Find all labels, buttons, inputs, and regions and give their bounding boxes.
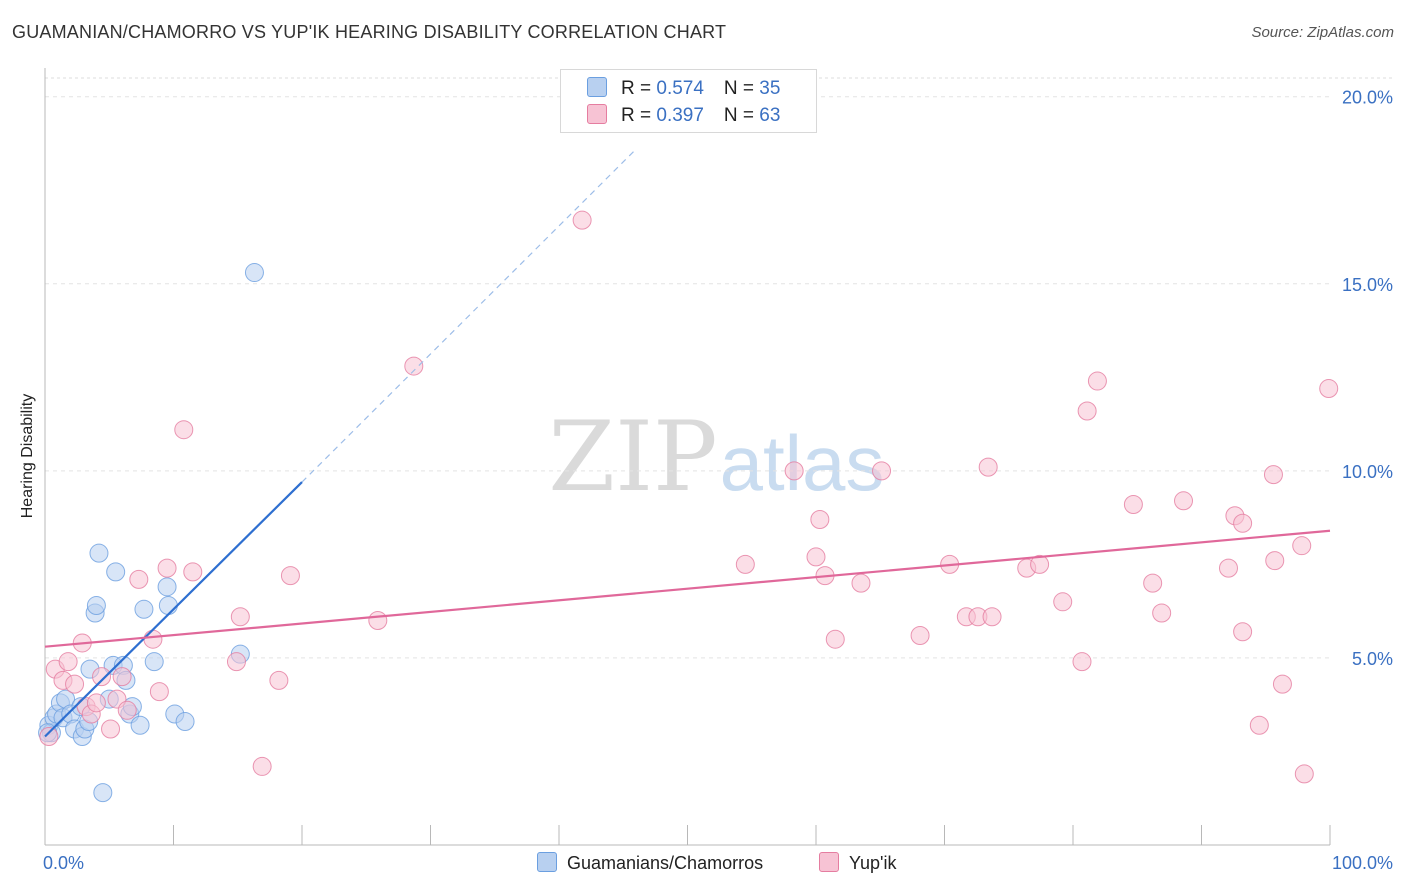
data-point [1294, 764, 1314, 784]
data-point [92, 667, 112, 687]
data-point [143, 629, 163, 649]
data-point [1174, 491, 1194, 511]
y-tick-label: 15.0% [1342, 275, 1393, 295]
legend-n-value: 63 [759, 105, 781, 126]
bottom-legend-yupik: Yup'ik [819, 852, 896, 874]
legend-swatch-blue [587, 77, 607, 97]
data-point [910, 625, 930, 645]
data-point [825, 629, 845, 649]
data-point [226, 652, 246, 672]
data-point [174, 420, 194, 440]
source-label: Source: ZipAtlas.com [1251, 24, 1394, 41]
data-point [1233, 622, 1253, 642]
bottom-legend-label: Yup'ik [849, 853, 897, 873]
bottom-legend-guamanians: Guamanians/Chamorros [537, 852, 763, 874]
y-tick-label: 5.0% [1352, 649, 1393, 669]
data-point [1087, 371, 1107, 391]
data-point [1143, 573, 1163, 593]
data-point [978, 457, 998, 477]
data-point [252, 756, 272, 776]
data-point [112, 667, 132, 687]
x-tick-label: 0.0% [43, 853, 84, 873]
data-point [368, 611, 388, 631]
data-point [806, 547, 826, 567]
data-point [244, 263, 264, 283]
bottom-legend-swatch-pink [819, 852, 839, 872]
trendline-guamanians-extension [301, 148, 637, 483]
bottom-legend-swatch-blue [537, 852, 557, 872]
data-point [39, 726, 59, 746]
data-point [1152, 603, 1172, 623]
data-point [1319, 379, 1339, 399]
data-point [735, 554, 755, 574]
bottom-legend-label: Guamanians/Chamorros [567, 853, 764, 873]
data-point [183, 562, 203, 582]
legend-swatch-pink [587, 104, 607, 124]
data-point [157, 577, 177, 597]
legend: R = 0.574 N = 35 R = 0.397 N = 63 [560, 69, 817, 133]
data-point [1292, 536, 1312, 556]
data-point [175, 712, 195, 732]
y-tick-label: 20.0% [1342, 88, 1393, 108]
y-tick-label: 10.0% [1342, 462, 1393, 482]
data-point [101, 719, 121, 739]
data-point [157, 558, 177, 578]
data-point [1272, 674, 1292, 694]
data-point [1077, 401, 1097, 421]
data-point [1233, 513, 1253, 533]
data-point [117, 700, 137, 720]
data-point [158, 596, 178, 616]
data-point [810, 509, 830, 529]
trendline-yupik [44, 529, 1331, 648]
data-point [89, 543, 109, 563]
data-point [1265, 551, 1285, 571]
data-point [851, 573, 871, 593]
data-point [269, 670, 289, 690]
data-point [982, 607, 1002, 627]
data-point [86, 596, 106, 616]
data-point [58, 652, 78, 672]
legend-row-yupik: R = 0.397 N = 63 [587, 104, 780, 128]
legend-r-value: 0.574 [656, 78, 704, 99]
data-point [149, 682, 169, 702]
legend-n-label: N = [723, 78, 760, 99]
legend-r-label: R = [621, 105, 657, 126]
data-point [1249, 715, 1269, 735]
watermark-zip: ZIP [548, 401, 717, 513]
data-point [93, 783, 113, 803]
watermark-atlas: atlas [720, 419, 885, 507]
chart-title: GUAMANIAN/CHAMORRO VS YUP'IK HEARING DIS… [12, 22, 727, 42]
data-point [1072, 652, 1092, 672]
x-tick-label: 100.0% [1332, 853, 1393, 873]
data-point [404, 356, 424, 376]
data-point [1123, 495, 1143, 515]
data-point [784, 461, 804, 481]
data-point [1263, 465, 1283, 485]
legend-r-label: R = [621, 78, 657, 99]
legend-row-guamanians: R = 0.574 N = 35 [587, 77, 780, 101]
data-point [230, 607, 250, 627]
legend-r-value: 0.397 [656, 105, 704, 126]
trendline-guamanians [44, 481, 303, 738]
data-point [1053, 592, 1073, 612]
data-point [134, 599, 154, 619]
data-point [86, 693, 106, 713]
data-point [1030, 554, 1050, 574]
data-point [65, 674, 85, 694]
data-point [106, 562, 126, 582]
data-point [144, 652, 164, 672]
data-point [872, 461, 892, 481]
data-point [129, 569, 149, 589]
data-point [572, 210, 592, 230]
data-point [1218, 558, 1238, 578]
series-guamanians-points [38, 263, 264, 803]
series-yupik-points [39, 210, 1339, 784]
legend-n-label: N = [723, 105, 760, 126]
legend-n-value: 35 [759, 78, 781, 99]
data-point [280, 566, 300, 586]
data-point [130, 715, 150, 735]
